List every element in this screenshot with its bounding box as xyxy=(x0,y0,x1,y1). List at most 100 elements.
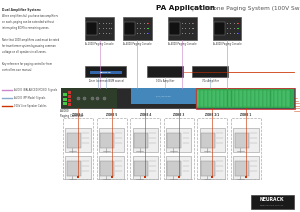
Bar xyxy=(259,90,262,106)
Bar xyxy=(243,90,247,106)
Text: When amplifiers fail you have two amplifiers: When amplifiers fail you have two amplif… xyxy=(2,14,57,18)
Bar xyxy=(224,90,227,106)
Bar xyxy=(201,133,215,148)
FancyBboxPatch shape xyxy=(147,66,183,77)
Bar xyxy=(200,90,204,106)
Bar xyxy=(233,156,259,179)
Bar xyxy=(231,118,261,179)
Text: A-1000 Paging Console: A-1000 Paging Console xyxy=(85,42,114,46)
Bar xyxy=(250,195,294,209)
Bar xyxy=(263,90,266,106)
Bar xyxy=(124,22,135,35)
Text: 100v Amplifier: 100v Amplifier xyxy=(156,79,174,83)
Bar xyxy=(204,90,208,106)
Bar xyxy=(130,118,160,179)
Text: www.neurack.com.au: www.neurack.com.au xyxy=(260,205,284,206)
Bar xyxy=(235,133,248,148)
Bar xyxy=(99,156,124,179)
Text: 100V Line Speaker Cables: 100V Line Speaker Cables xyxy=(14,104,46,108)
Bar xyxy=(271,90,274,106)
Bar xyxy=(65,128,91,152)
FancyBboxPatch shape xyxy=(192,66,228,77)
Bar xyxy=(166,156,191,179)
Text: ZONE 1: ZONE 1 xyxy=(240,113,252,117)
Bar xyxy=(86,22,97,35)
Bar xyxy=(134,133,148,148)
FancyBboxPatch shape xyxy=(85,66,126,77)
Text: NEURACK: NEURACK xyxy=(260,197,284,202)
Bar xyxy=(282,90,286,106)
Bar xyxy=(97,118,127,179)
Text: A-4000 Paging Console: A-4000 Paging Console xyxy=(168,42,197,46)
Bar xyxy=(68,95,70,98)
Bar xyxy=(67,133,80,148)
Bar xyxy=(63,102,67,105)
Text: A-4000 Paging Console: A-4000 Paging Console xyxy=(213,42,242,46)
Bar xyxy=(61,88,117,108)
Bar xyxy=(216,90,220,106)
Bar xyxy=(100,133,114,148)
FancyBboxPatch shape xyxy=(168,17,197,40)
Bar xyxy=(63,118,93,179)
Bar xyxy=(247,90,251,106)
Text: ZONE 2/1: ZONE 2/1 xyxy=(205,113,220,117)
Text: 70v Amplifier: 70v Amplifier xyxy=(202,79,218,83)
Text: AUDIO (BALANCED/MONO) Signals: AUDIO (BALANCED/MONO) Signals xyxy=(14,88,57,92)
Text: Note that 100V amplifiers used must be rated: Note that 100V amplifiers used must be r… xyxy=(2,38,59,42)
Bar xyxy=(267,90,270,106)
Bar xyxy=(196,88,295,109)
Bar xyxy=(251,90,255,106)
Bar xyxy=(63,93,67,96)
Bar xyxy=(89,71,122,74)
FancyBboxPatch shape xyxy=(85,17,114,40)
Bar xyxy=(99,128,124,152)
Bar xyxy=(167,133,181,148)
FancyBboxPatch shape xyxy=(213,17,242,40)
Bar xyxy=(235,161,248,176)
FancyBboxPatch shape xyxy=(123,17,152,40)
Bar xyxy=(196,88,294,108)
Bar xyxy=(169,22,180,35)
Bar xyxy=(164,118,194,179)
Text: interrupting BGM to remaining zones.: interrupting BGM to remaining zones. xyxy=(2,26,49,30)
Text: Key reference for paging controller from: Key reference for paging controller from xyxy=(2,62,52,66)
Text: A-4000
Paging Controller: A-4000 Paging Controller xyxy=(60,109,83,118)
Bar xyxy=(100,161,114,176)
Bar xyxy=(228,90,231,106)
Text: on each, paging can be extended without: on each, paging can be extended without xyxy=(2,20,54,24)
Bar xyxy=(67,161,80,176)
Text: ZONE 6: ZONE 6 xyxy=(72,113,84,117)
Bar xyxy=(200,156,225,179)
Bar xyxy=(232,90,235,106)
Text: voltage on all speakers in all zones.: voltage on all speakers in all zones. xyxy=(2,50,46,54)
Bar xyxy=(133,128,158,152)
Bar xyxy=(131,88,196,104)
Bar xyxy=(68,103,70,106)
Text: A-4000 Paging Console: A-4000 Paging Console xyxy=(123,42,152,46)
Text: ZONE 4: ZONE 4 xyxy=(140,113,151,117)
Bar xyxy=(255,90,259,106)
Bar xyxy=(196,90,200,106)
Bar xyxy=(286,90,290,106)
Text: for transformer system bypassing common: for transformer system bypassing common xyxy=(2,44,56,48)
Text: DSP / ROUTING: DSP / ROUTING xyxy=(157,95,171,97)
Bar xyxy=(167,161,181,176)
Text: ZONE 5: ZONE 5 xyxy=(106,113,117,117)
Text: ZONE 3: ZONE 3 xyxy=(173,113,184,117)
Text: NEURACK: NEURACK xyxy=(100,72,112,73)
Bar xyxy=(133,156,158,179)
Bar xyxy=(61,88,294,108)
Bar xyxy=(220,90,224,106)
Text: controllers own manual.: controllers own manual. xyxy=(2,68,31,72)
Text: | Multizone Paging System (100V Switching Dual Amplifier): | Multizone Paging System (100V Switchin… xyxy=(190,5,300,11)
Bar xyxy=(278,90,282,106)
Bar xyxy=(236,90,239,106)
Bar xyxy=(208,90,212,106)
Bar xyxy=(214,22,225,35)
Bar xyxy=(239,90,243,106)
Text: Dual Amplifier System:: Dual Amplifier System: xyxy=(2,8,40,13)
Bar xyxy=(212,90,216,106)
Text: PA Application: PA Application xyxy=(156,5,215,11)
Bar xyxy=(134,161,148,176)
Bar xyxy=(65,156,91,179)
